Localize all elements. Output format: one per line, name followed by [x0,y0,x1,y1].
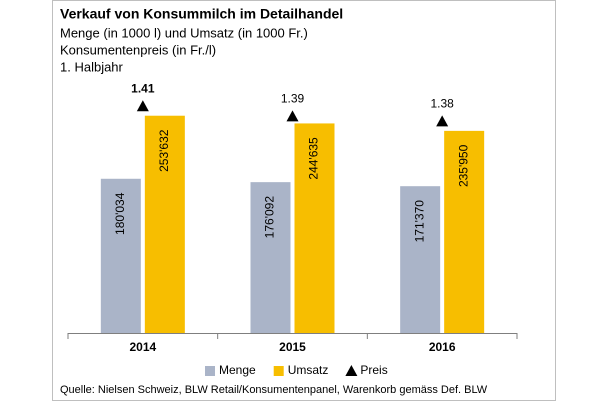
value-label: 1.39 [281,91,305,105]
subtitle: 1. Halbjahr [60,59,124,74]
value-label: 1.41 [131,81,155,95]
x-tick-label: 2015 [279,340,306,354]
bar [400,186,441,333]
subtitle: Konsumentenpreis (in Fr./l) [60,42,216,57]
source: Quelle: Nielsen Schweiz, BLW Retail/Kons… [60,384,488,396]
legend-label: Umsatz [288,363,329,377]
value-label: 180'034 [113,192,127,235]
legend-label: Preis [360,363,387,377]
legend-swatch [273,366,284,376]
chart-title: Verkauf von Konsummilch im Detailhandel [60,6,343,22]
value-label: 244'635 [307,137,321,180]
subtitle: Menge (in 1000 l) und Umsatz (in 1000 Fr… [60,25,308,40]
price-marker [436,115,449,127]
value-label: 1.38 [430,97,454,111]
value-label: 176'092 [263,196,277,239]
bar [144,115,185,333]
value-label: 171'370 [412,200,426,243]
value-label: 253'632 [157,129,171,172]
legend-marker [345,365,358,376]
price-marker [286,110,299,122]
bar [294,123,335,333]
price-marker [136,100,149,112]
x-tick-label: 2016 [429,340,456,354]
value-label: 235'950 [456,144,470,187]
legend-label: Menge [219,363,256,377]
x-tick-label: 2014 [129,340,156,354]
legend-swatch [205,366,215,376]
bar [444,130,485,333]
bar [100,178,141,333]
bar [250,182,291,333]
